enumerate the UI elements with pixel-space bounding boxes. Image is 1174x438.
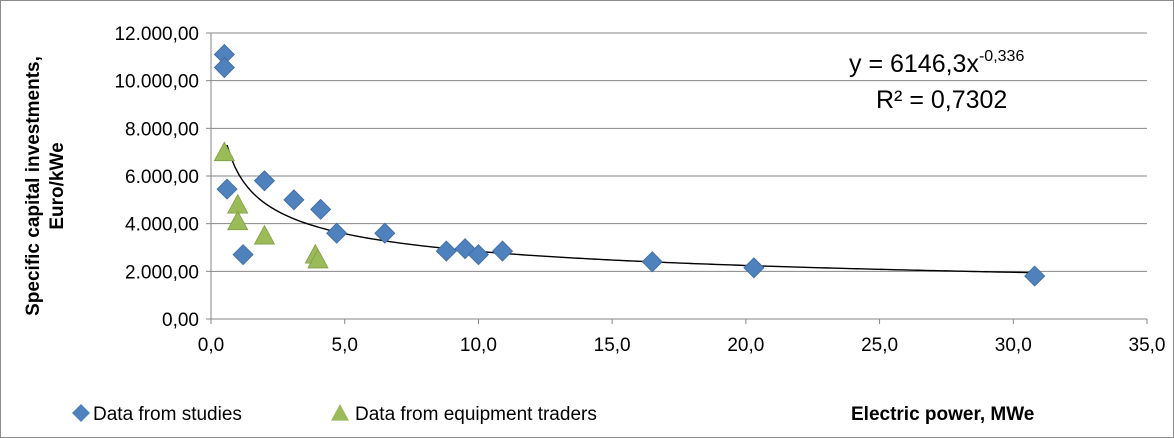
trendline-r-squared: R² = 0,7302 [876, 86, 1007, 114]
triangle-point [253, 224, 276, 245]
triangle-point [307, 248, 329, 269]
diamond-point [491, 240, 514, 262]
diamond-point [435, 240, 457, 262]
legend: Data from studies Data from equipment tr… [72, 404, 597, 425]
diamond-point [310, 198, 332, 220]
y-tick-label: 0,00 [162, 310, 199, 331]
y-tick-label: 8.000,00 [125, 119, 199, 140]
diamond-point [213, 56, 235, 79]
x-tick-label: 15,0 [594, 335, 631, 356]
triangle-point [227, 193, 249, 214]
x-axis-title: Electric power, MWe [851, 404, 1034, 425]
data-points [213, 43, 1046, 287]
diamond-point [467, 244, 489, 266]
y-tick-label: 6.000,00 [125, 167, 199, 188]
triangle-point [213, 141, 236, 162]
legend-diamond-marker [72, 404, 90, 422]
legend-label-studies: Data from studies [93, 404, 242, 425]
diamond-point [1024, 265, 1046, 287]
x-tick-label: 25,0 [861, 335, 898, 356]
y-tick-label: 10.000,00 [114, 72, 199, 93]
diamond-point [641, 251, 663, 273]
trendline-curve [226, 144, 1035, 274]
legend-label-traders: Data from equipment traders [355, 404, 597, 425]
diamond-point [454, 238, 476, 260]
legend-item-studies: Data from studies [72, 404, 242, 425]
axes [206, 32, 1148, 324]
trendline-equation: y = 6146,3x-0,336 [849, 48, 1024, 78]
diamond-point [326, 222, 348, 244]
x-tick-label: 30,0 [995, 335, 1032, 356]
x-tick-label: 0,0 [198, 335, 224, 356]
legend-triangle-marker [331, 404, 349, 421]
diamond-point [253, 170, 276, 192]
diamond-point [374, 222, 396, 244]
y-tick-label: 2.000,00 [125, 262, 199, 283]
diamond-point [232, 244, 254, 266]
x-tick-label: 10,0 [460, 335, 497, 356]
x-tick-label: 35,0 [1129, 335, 1166, 356]
y-axis-title-line-2: Euro/kWe [47, 142, 68, 229]
tick-labels: 0,00 2.000,00 4.000,00 6.000,00 8.000,00 10.0… [114, 24, 1165, 356]
legend-item-traders: Data from equipment traders [331, 404, 597, 425]
y-tick-label: 12.000,00 [114, 24, 199, 45]
diamond-point [283, 189, 305, 211]
y-axis-title-line-1: Specific capital investments, [23, 56, 44, 316]
y-tick-label: 4.000,00 [125, 215, 199, 236]
triangle-point [227, 210, 249, 231]
x-tick-label: 5,0 [332, 335, 358, 356]
diamond-point [743, 257, 765, 279]
x-tick-label: 20,0 [727, 335, 764, 356]
y-axis-title: Specific capital investments, Euro/kWe [23, 56, 68, 316]
trendline [226, 144, 1035, 274]
diamond-point [216, 178, 238, 200]
